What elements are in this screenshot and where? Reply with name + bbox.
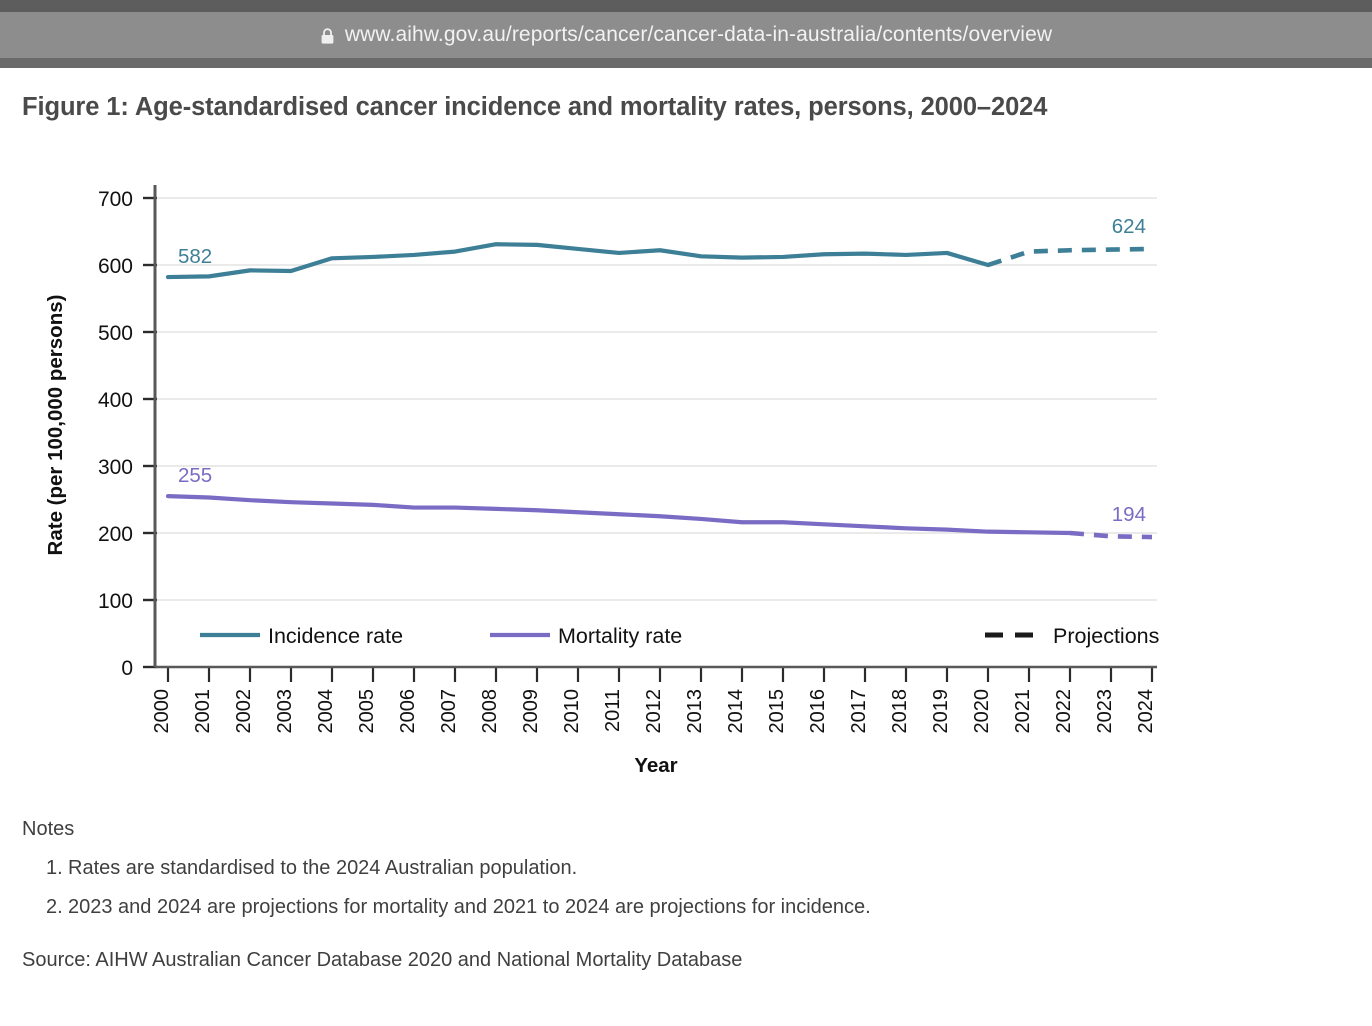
series-projection-mortality <box>1069 530 1153 540</box>
end-value-label-incidence: 624 <box>1112 215 1146 238</box>
x-tick-label: 2004 <box>315 689 337 734</box>
x-tick-label: 2012 <box>643 689 665 734</box>
x-tick-label: 2016 <box>807 689 829 734</box>
notes-block: Notes 1. Rates are standardised to the 20… <box>22 818 1352 972</box>
x-tick-label: 2006 <box>397 689 419 734</box>
series-line-incidence <box>165 242 991 280</box>
x-tick-label: 2005 <box>356 689 378 734</box>
x-tick-label: 2009 <box>520 689 542 734</box>
legend-label: Projections <box>1053 624 1159 648</box>
figure-title: Figure 1: Age-standardised cancer incide… <box>22 93 1048 121</box>
legend-label: Mortality rate <box>558 624 682 648</box>
y-tick-label: 500 <box>98 322 133 345</box>
notes-heading: Notes <box>22 818 75 840</box>
lock-icon <box>320 27 335 45</box>
x-tick-label: 2008 <box>479 689 501 734</box>
note-text: 2023 and 2024 are projections for mortal… <box>68 896 871 918</box>
start-value-label-incidence: 582 <box>178 245 212 268</box>
note-number: 1. <box>46 857 63 879</box>
value-annotations: 582 624 255 194 <box>178 215 1146 526</box>
y-tick-label: 0 <box>121 657 133 680</box>
start-value-label-mortality: 255 <box>178 464 212 487</box>
x-tick-label: 2020 <box>971 689 993 734</box>
chrome-bottom-strip <box>0 58 1372 68</box>
url-text: www.aihw.gov.au/reports/cancer/cancer-da… <box>344 23 1053 46</box>
x-tick-label: 2019 <box>930 689 952 734</box>
source-line: Source: AIHW Australian Cancer Database … <box>22 949 743 971</box>
x-axis-title: Year <box>634 754 677 777</box>
x-tick-label: 2017 <box>848 689 870 734</box>
y-tick-label: 100 <box>98 590 133 613</box>
y-tick-label: 200 <box>98 523 133 546</box>
x-tick-label: 2022 <box>1053 689 1075 734</box>
y-axis-title: Rate (per 100,000 persons) <box>44 295 67 556</box>
note-item: 1. Rates are standardised to the 2024 Aus… <box>22 857 1352 880</box>
y-tick-label: 400 <box>98 389 133 412</box>
series-line-mortality <box>165 494 1073 536</box>
y-tick-label: 600 <box>98 255 133 278</box>
x-tick-label: 2023 <box>1094 689 1116 734</box>
x-tick-label: 2011 <box>602 689 624 732</box>
end-value-label-mortality: 194 <box>1112 503 1146 526</box>
chart-legend: Incidence rate Mortality rate Projections <box>200 624 1159 648</box>
note-text: Rates are standardised to the 2024 Austr… <box>68 857 578 879</box>
gridlines <box>156 197 1157 601</box>
note-number: 2. <box>46 896 63 918</box>
x-axis-tick-labels: 2000 2001 2002 2003 2004 2005 2006 2007 2008 2009… <box>151 689 1157 734</box>
x-tick-label: 2001 <box>192 689 214 734</box>
series-layer <box>165 242 1153 540</box>
x-tick-label: 2024 <box>1135 689 1157 734</box>
x-tick-label: 2015 <box>766 689 788 734</box>
x-tick-label: 2002 <box>233 689 255 734</box>
series-projection-incidence <box>987 246 1153 268</box>
chart-figure: 0 100 200 300 400 500 600 700 2000 2001 2002 2003 2… <box>0 165 1372 795</box>
x-axis-ticks <box>166 668 1154 682</box>
note-item: 2. 2023 and 2024 are projections for mort… <box>22 896 1352 919</box>
address-bar[interactable]: www.aihw.gov.au/reports/cancer/cancer-da… <box>0 12 1372 58</box>
x-tick-label: 2021 <box>1012 689 1034 734</box>
x-tick-label: 2003 <box>274 689 296 734</box>
y-axis-tick-labels: 0 100 200 300 400 500 600 700 <box>98 188 133 680</box>
x-tick-label: 2013 <box>684 689 706 734</box>
browser-chrome: www.aihw.gov.au/reports/cancer/cancer-da… <box>0 0 1372 68</box>
x-tick-label: 2014 <box>725 689 747 734</box>
chrome-top-strip <box>0 0 1372 12</box>
legend-label: Incidence rate <box>268 624 403 648</box>
notes-list: 1. Rates are standardised to the 2024 Aus… <box>22 857 1352 919</box>
x-tick-label: 2010 <box>561 689 583 734</box>
y-tick-label: 300 <box>98 456 133 479</box>
x-tick-label: 2018 <box>889 689 911 734</box>
x-tick-label: 2000 <box>151 689 173 734</box>
x-tick-label: 2007 <box>438 689 460 734</box>
y-tick-label: 700 <box>98 188 133 211</box>
